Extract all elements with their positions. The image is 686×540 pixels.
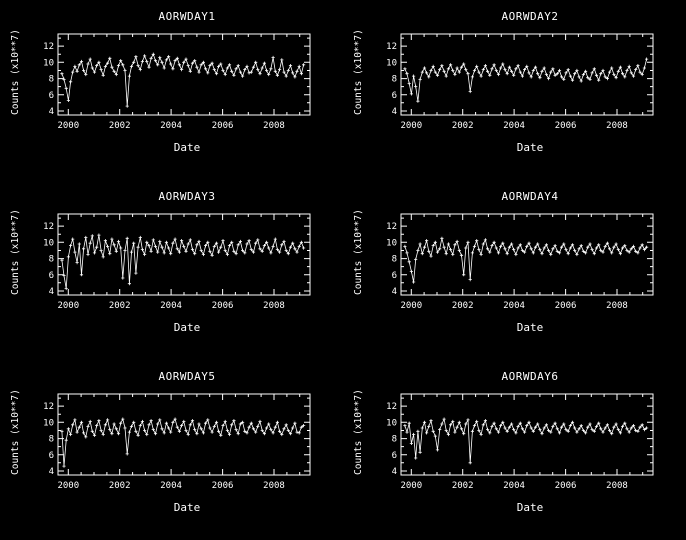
y-axis-label: Counts (x10**7) [353, 209, 364, 295]
y-axis-label: Counts (x10**7) [353, 29, 364, 115]
y-axis-label: Counts (x10**7) [10, 209, 21, 295]
svg-text:10: 10 [43, 58, 54, 68]
plot-title: AORWDAY1 [158, 10, 216, 23]
y-axis-label: Counts (x10**7) [10, 389, 21, 475]
svg-text:10: 10 [43, 238, 54, 248]
plot-area: 2000 2002 2004 2006 2008 4 6 8 10 12 [43, 393, 311, 491]
svg-text:10: 10 [386, 238, 397, 248]
plot-body: Counts (x10**7) 2000 2002 2004 2006 2008 4 6 8 1… [10, 389, 343, 493]
svg-text:2008: 2008 [606, 301, 628, 311]
plot-body: Counts (x10**7) 2000 2002 2004 2006 2008 4 6 8 1… [353, 209, 686, 313]
svg-text:2006: 2006 [212, 121, 234, 131]
x-axis-label: Date [173, 141, 201, 154]
svg-text:2004: 2004 [503, 121, 525, 131]
svg-text:12: 12 [43, 402, 54, 412]
svg-text:2008: 2008 [606, 481, 628, 491]
svg-text:2004: 2004 [160, 301, 182, 311]
svg-text:2008: 2008 [263, 121, 285, 131]
plot-area: 2000 2002 2004 2006 2008 4 6 8 10 12 [43, 213, 311, 311]
svg-text:2002: 2002 [452, 121, 474, 131]
svg-text:2004: 2004 [160, 481, 182, 491]
svg-text:8: 8 [49, 75, 54, 85]
svg-text:2000: 2000 [400, 301, 422, 311]
svg-text:8: 8 [49, 435, 54, 445]
plot-title: AORWDAY5 [158, 370, 216, 383]
svg-text:2006: 2006 [555, 121, 577, 131]
x-axis-label: Date [173, 501, 201, 514]
svg-text:2002: 2002 [109, 301, 131, 311]
svg-text:2002: 2002 [109, 121, 131, 131]
svg-text:10: 10 [386, 418, 397, 428]
svg-text:8: 8 [392, 435, 397, 445]
plot-body: Counts (x10**7) 2000 2002 2004 2006 2008 4 6 8 1… [10, 209, 343, 313]
svg-text:10: 10 [43, 418, 54, 428]
svg-text:2008: 2008 [263, 481, 285, 491]
svg-text:6: 6 [49, 91, 54, 101]
svg-text:6: 6 [392, 91, 397, 101]
svg-text:6: 6 [49, 451, 54, 461]
svg-text:2004: 2004 [503, 481, 525, 491]
svg-text:2002: 2002 [452, 481, 474, 491]
svg-text:2008: 2008 [263, 301, 285, 311]
svg-text:2004: 2004 [160, 121, 182, 131]
plot-panel-aorwday2: AORWDAY2 Counts (x10**7) 2000 2002 2004 200… [343, 0, 686, 180]
plot-title: AORWDAY2 [501, 10, 559, 23]
x-axis-label: Date [173, 321, 201, 334]
svg-text:6: 6 [49, 271, 54, 281]
plot-panel-aorwday6: AORWDAY6 Counts (x10**7) 2000 2002 2004 200… [343, 360, 686, 540]
x-axis-label: Date [516, 141, 544, 154]
svg-text:2008: 2008 [606, 121, 628, 131]
x-axis-label: Date [516, 501, 544, 514]
svg-text:2006: 2006 [555, 481, 577, 491]
svg-text:4: 4 [49, 287, 54, 297]
plot-area: 2000 2002 2004 2006 2008 4 6 8 10 12 [386, 393, 654, 491]
svg-text:2002: 2002 [109, 481, 131, 491]
svg-text:2000: 2000 [57, 301, 79, 311]
svg-text:2004: 2004 [503, 301, 525, 311]
svg-text:2000: 2000 [400, 481, 422, 491]
plot-panel-aorwday1: AORWDAY1 Counts (x10**7) 2000 2002 2004 200… [0, 0, 343, 180]
svg-text:4: 4 [392, 107, 397, 117]
svg-text:2006: 2006 [212, 301, 234, 311]
plot-area: 2000 2002 2004 2006 2008 4 6 8 10 12 [386, 213, 654, 311]
svg-text:12: 12 [43, 42, 54, 52]
plot-title: AORWDAY4 [501, 190, 559, 203]
svg-text:10: 10 [386, 58, 397, 68]
svg-text:12: 12 [43, 222, 54, 232]
svg-text:2006: 2006 [555, 301, 577, 311]
svg-text:8: 8 [392, 255, 397, 265]
y-axis-label: Counts (x10**7) [10, 29, 21, 115]
svg-text:2002: 2002 [452, 301, 474, 311]
svg-text:12: 12 [386, 402, 397, 412]
svg-text:2000: 2000 [57, 121, 79, 131]
plot-panel-aorwday5: AORWDAY5 Counts (x10**7) 2000 2002 2004 200… [0, 360, 343, 540]
plot-panel-aorwday3: AORWDAY3 Counts (x10**7) 2000 2002 2004 200… [0, 180, 343, 360]
svg-text:8: 8 [392, 75, 397, 85]
svg-text:2000: 2000 [57, 481, 79, 491]
plot-title: AORWDAY6 [501, 370, 559, 383]
svg-text:4: 4 [392, 467, 397, 477]
y-axis-label: Counts (x10**7) [353, 389, 364, 475]
plot-body: Counts (x10**7) 2000 2002 2004 2006 2008 4 6 8 1… [10, 29, 343, 133]
svg-text:8: 8 [49, 255, 54, 265]
plot-area: 2000 2002 2004 2006 2008 4 6 8 10 12 [43, 33, 311, 131]
svg-text:2000: 2000 [400, 121, 422, 131]
plot-body: Counts (x10**7) 2000 2002 2004 2006 2008 4 6 8 1… [353, 389, 686, 493]
plot-area: 2000 2002 2004 2006 2008 4 6 8 10 12 [386, 33, 654, 131]
svg-text:4: 4 [49, 107, 54, 117]
svg-text:12: 12 [386, 222, 397, 232]
svg-text:12: 12 [386, 42, 397, 52]
plot-title: AORWDAY3 [158, 190, 216, 203]
svg-text:6: 6 [392, 271, 397, 281]
svg-text:6: 6 [392, 451, 397, 461]
plot-body: Counts (x10**7) 2000 2002 2004 2006 2008 4 6 8 1… [353, 29, 686, 133]
svg-text:4: 4 [49, 467, 54, 477]
svg-text:2006: 2006 [212, 481, 234, 491]
x-axis-label: Date [516, 321, 544, 334]
plot-panel-aorwday4: AORWDAY4 Counts (x10**7) 2000 2002 2004 200… [343, 180, 686, 360]
svg-text:4: 4 [392, 287, 397, 297]
